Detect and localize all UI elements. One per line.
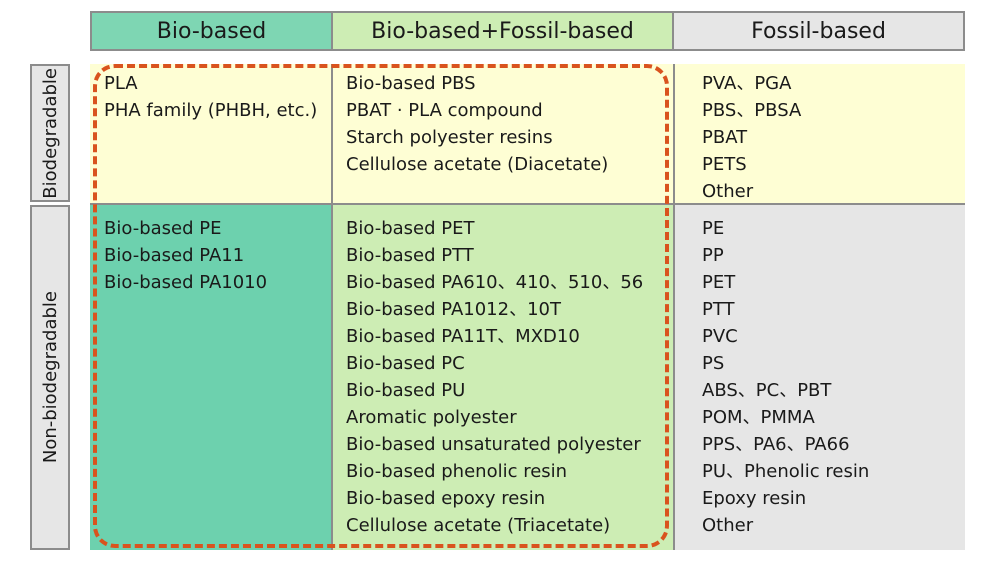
material-list: Bio-based PE Bio-based PA11 Bio-based PA10… xyxy=(104,215,332,296)
material-item: PET xyxy=(702,272,736,293)
column-header-bio-fossil: Bio-based+Fossil-based xyxy=(331,11,674,51)
material-item: PVC xyxy=(702,326,738,347)
cell-non-biodegradable-fossil-based: PE PP PET PTT PVC PS ABS、PC、PBT POM、PMMA PPS、PA6… xyxy=(674,204,965,550)
row-label-non-biodegradable: Non-biodegradable xyxy=(30,205,70,550)
column-header-bio-based-label: Bio-based xyxy=(156,18,267,44)
material-item: Bio-based PET xyxy=(346,218,475,239)
cell-non-biodegradable-bio-fossil: Bio-based PET Bio-based PTT Bio-based PA61… xyxy=(332,204,674,550)
row-label-biodegradable-text: Biodegradable xyxy=(39,67,61,199)
material-item: Aromatic polyester xyxy=(346,407,517,428)
material-item: Starch polyester resins xyxy=(346,127,553,148)
material-list: Bio-based PBS PBAT · PLA compound Starch p… xyxy=(346,70,674,178)
material-item: PP xyxy=(702,245,724,266)
material-item: PETS xyxy=(702,154,747,175)
grid-divider-vertical xyxy=(331,64,333,550)
cell-biodegradable-fossil-based: PVA、PGA PBS、PBSA PBAT PETS Other xyxy=(674,64,965,204)
material-item: PBAT xyxy=(702,127,748,148)
material-item: ABS、PC、PBT xyxy=(702,380,832,401)
material-item: PBS、PBSA xyxy=(702,100,802,121)
grid-divider-horizontal xyxy=(90,203,965,205)
material-item: Bio-based PA11 xyxy=(104,245,245,266)
material-item: Bio-based PE xyxy=(104,218,222,239)
material-item: Cellulose acetate (Triacetate) xyxy=(346,515,611,536)
material-item: PE xyxy=(702,218,725,239)
material-item: Bio-based PBS xyxy=(346,73,476,94)
material-item: Bio-based PTT xyxy=(346,245,474,266)
grid-divider-vertical xyxy=(673,64,675,550)
material-item: PU、Phenolic resin xyxy=(702,461,870,482)
material-item: Cellulose acetate (Diacetate) xyxy=(346,154,609,175)
material-item: PLA xyxy=(104,73,138,94)
material-item: Bio-based epoxy resin xyxy=(346,488,546,509)
material-list: PVA、PGA PBS、PBSA PBAT PETS Other xyxy=(702,70,965,205)
material-item: Other xyxy=(702,515,754,536)
material-item: Bio-based phenolic resin xyxy=(346,461,568,482)
material-item: PPS、PA6、PA66 xyxy=(702,434,850,455)
material-item: Bio-based PC xyxy=(346,353,465,374)
row-label-non-biodegradable-text: Non-biodegradable xyxy=(39,291,61,464)
material-item: Bio-based PA11T、MXD10 xyxy=(346,326,580,347)
cell-biodegradable-bio-based: PLA PHA family (PHBH, etc.) xyxy=(90,64,332,204)
cell-non-biodegradable-bio-based: Bio-based PE Bio-based PA11 Bio-based PA10… xyxy=(90,204,332,550)
material-item: Bio-based PA610、410、510、56 xyxy=(346,272,644,293)
material-item: Bio-based PU xyxy=(346,380,466,401)
material-item: PBAT · PLA compound xyxy=(346,100,543,121)
column-header-bio-based: Bio-based xyxy=(90,11,333,51)
material-item: PHA family (PHBH, etc.) xyxy=(104,100,318,121)
material-item: PS xyxy=(702,353,725,374)
column-header-fossil-based: Fossil-based xyxy=(672,11,965,51)
material-list: PE PP PET PTT PVC PS ABS、PC、PBT POM、PMMA PPS、PA6… xyxy=(702,215,965,539)
material-list: Bio-based PET Bio-based PTT Bio-based PA61… xyxy=(346,215,674,539)
material-item: PVA、PGA xyxy=(702,73,792,94)
material-item: PTT xyxy=(702,299,735,320)
column-header-bio-fossil-label: Bio-based+Fossil-based xyxy=(371,18,634,44)
material-item: Other xyxy=(702,181,754,202)
material-item: Bio-based unsaturated polyester xyxy=(346,434,641,455)
material-item: POM、PMMA xyxy=(702,407,815,428)
material-item: Epoxy resin xyxy=(702,488,807,509)
column-header-fossil-based-label: Fossil-based xyxy=(751,18,886,44)
cell-biodegradable-bio-fossil: Bio-based PBS PBAT · PLA compound Starch p… xyxy=(332,64,674,204)
material-list: PLA PHA family (PHBH, etc.) xyxy=(104,70,332,124)
row-label-biodegradable: Biodegradable xyxy=(30,64,70,202)
material-item: Bio-based PA1010 xyxy=(104,272,268,293)
material-item: Bio-based PA1012、10T xyxy=(346,299,561,320)
